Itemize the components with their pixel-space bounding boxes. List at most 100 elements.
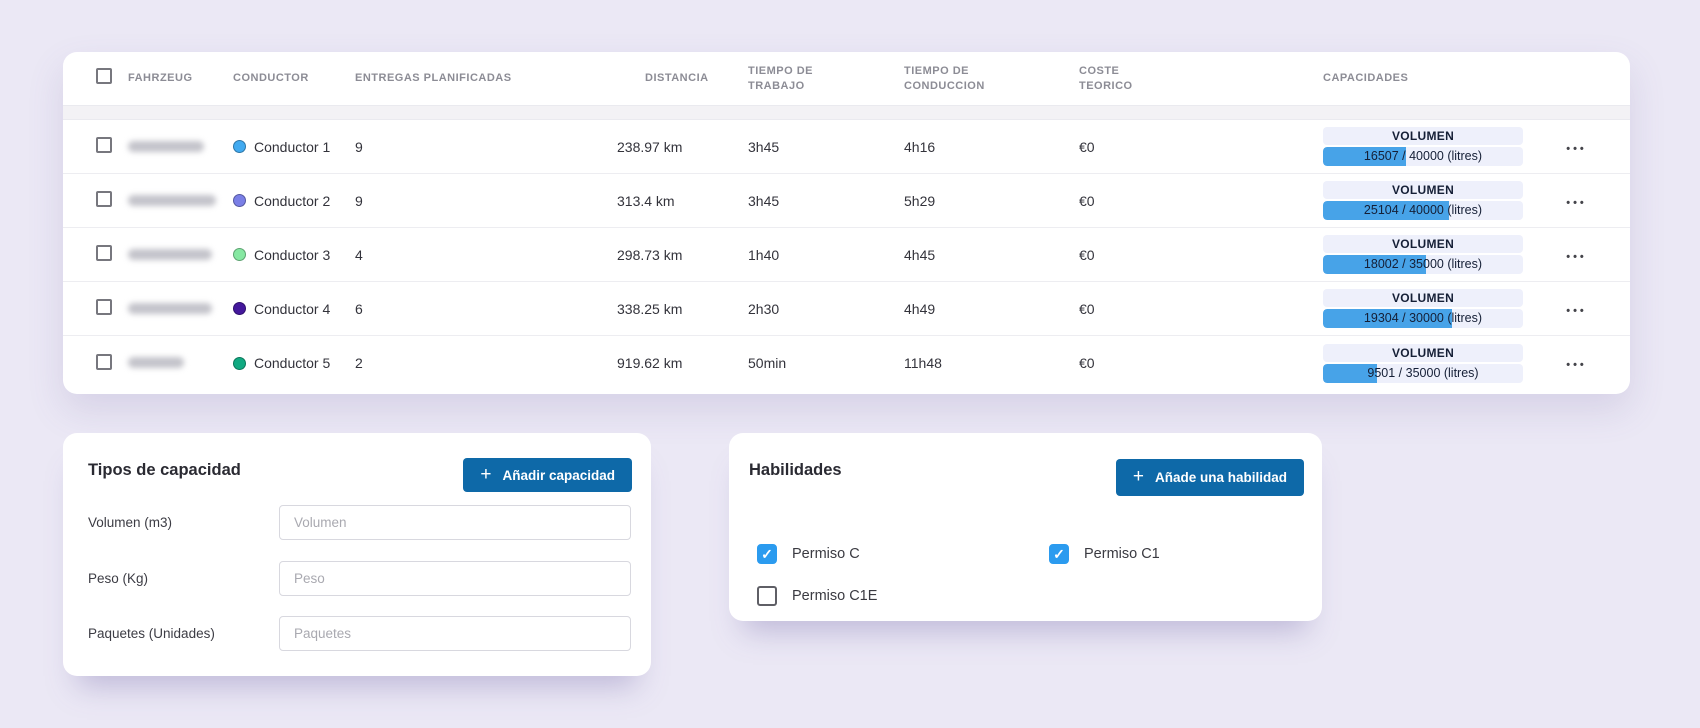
capacity-type-label: VOLUMEN bbox=[1323, 343, 1523, 362]
capacity-type-label: VOLUMEN bbox=[1323, 235, 1523, 253]
conductor-color-dot bbox=[233, 302, 246, 315]
capacity-widget: VOLUMEN 18002 / 35000 (litres) bbox=[1323, 235, 1523, 274]
conductor-name: Conductor 4 bbox=[254, 300, 331, 317]
vehicle-plate-redacted bbox=[128, 248, 212, 260]
column-header-entregas: ENTREGAS PLANIFICADAS bbox=[355, 72, 512, 85]
conductor-color-dot bbox=[233, 356, 246, 370]
capacity-progress-bar: 9501 / 35000 (litres) bbox=[1323, 363, 1523, 383]
capacity-widget: VOLUMEN 16507 / 40000 (litres) bbox=[1323, 127, 1523, 166]
conductor-name: Conductor 2 bbox=[254, 192, 331, 209]
plus-icon: + bbox=[1132, 466, 1144, 487]
weight-field-label: Peso (Kg) bbox=[88, 571, 149, 586]
row-checkbox[interactable] bbox=[96, 191, 112, 207]
skills-panel-title: Habilidades bbox=[749, 461, 842, 479]
conductor-color-dot bbox=[233, 248, 246, 261]
table-row: Conductor 3 4 298.73 km 1h40 4h45 €0 VOL… bbox=[63, 228, 1630, 282]
capacity-progress-bar: 25104 / 40000 (litres) bbox=[1323, 201, 1523, 220]
column-header-fahrzeug: FAHRZEUG bbox=[128, 72, 193, 85]
capacity-progress-bar: 19304 / 30000 (litres) bbox=[1323, 309, 1523, 328]
capacity-panel-title: Tipos de capacidad bbox=[88, 461, 241, 479]
table-group-strip bbox=[63, 105, 1630, 120]
capacity-progress-fill bbox=[1323, 309, 1452, 328]
vehicle-plate-redacted bbox=[128, 140, 204, 152]
vehicles-table-card: FAHRZEUG CONDUCTOR ENTREGAS PLANIFICADAS… bbox=[63, 52, 1630, 394]
add-capacity-button[interactable]: + Añadir capacidad bbox=[463, 458, 632, 492]
work-time-value: 3h45 bbox=[748, 138, 780, 155]
column-header-capacidades: CAPACIDADES bbox=[1323, 72, 1409, 85]
work-time-value: 3h45 bbox=[748, 192, 780, 209]
row-checkbox[interactable] bbox=[96, 353, 112, 370]
capacity-progress-text: 9501 / 35000 (litres) bbox=[1367, 365, 1479, 380]
skill-permiso-c[interactable]: ✓ Permiso C bbox=[757, 543, 860, 565]
volume-input[interactable] bbox=[279, 505, 631, 540]
capacity-progress-text: 16507 / 40000 (litres) bbox=[1363, 149, 1483, 163]
capacity-type-label: VOLUMEN bbox=[1323, 289, 1523, 307]
permiso-c1e-label: Permiso C1E bbox=[792, 588, 878, 604]
table-header-row: FAHRZEUG CONDUCTOR ENTREGAS PLANIFICADAS… bbox=[63, 52, 1630, 105]
capacity-widget: VOLUMEN 19304 / 30000 (litres) bbox=[1323, 289, 1523, 328]
driving-time-value: 4h45 bbox=[904, 246, 936, 263]
permiso-c-label: Permiso C bbox=[792, 546, 860, 562]
planned-deliveries-value: 9 bbox=[355, 192, 363, 209]
row-checkbox[interactable] bbox=[96, 137, 112, 153]
row-menu-button[interactable]: ••• bbox=[1566, 196, 1587, 209]
select-all-checkbox[interactable] bbox=[96, 68, 112, 85]
conductor-name: Conductor 1 bbox=[254, 138, 331, 155]
conductor-color-dot bbox=[233, 194, 246, 207]
theoretical-cost-value: €0 bbox=[1079, 246, 1095, 263]
skill-permiso-c1[interactable]: ✓ Permiso C1 bbox=[1049, 543, 1160, 565]
row-checkbox[interactable] bbox=[96, 245, 112, 261]
weight-input[interactable] bbox=[279, 561, 631, 596]
theoretical-cost-value: €0 bbox=[1079, 192, 1095, 209]
conductor-color-dot bbox=[233, 140, 246, 153]
work-time-value: 50min bbox=[748, 355, 787, 371]
capacity-progress-fill bbox=[1323, 201, 1449, 220]
table-row: Conductor 4 6 338.25 km 2h30 4h49 €0 VOL… bbox=[63, 282, 1630, 336]
theoretical-cost-value: €0 bbox=[1079, 138, 1095, 155]
capacity-widget: VOLUMEN 9501 / 35000 (litres) bbox=[1323, 343, 1523, 383]
capacity-progress-text: 18002 / 35000 (litres) bbox=[1363, 257, 1483, 271]
skill-permiso-c1e[interactable]: Permiso C1E bbox=[757, 585, 877, 607]
distance-value: 313.4 km bbox=[617, 192, 675, 209]
distance-value: 238.97 km bbox=[617, 138, 683, 155]
volume-field-label: Volumen (m3) bbox=[88, 515, 173, 530]
distance-value: 338.25 km bbox=[617, 300, 683, 317]
planned-deliveries-value: 6 bbox=[355, 300, 363, 317]
row-menu-button[interactable]: ••• bbox=[1566, 142, 1587, 155]
row-menu-button[interactable]: ••• bbox=[1566, 250, 1587, 263]
vehicle-plate-redacted bbox=[128, 302, 212, 314]
table-body: Conductor 1 9 238.97 km 3h45 4h16 €0 VOL… bbox=[63, 120, 1630, 390]
permiso-c1e-checkbox[interactable] bbox=[757, 586, 777, 606]
plus-icon: + bbox=[480, 463, 492, 485]
table-row: Conductor 1 9 238.97 km 3h45 4h16 €0 VOL… bbox=[63, 120, 1630, 174]
table-row: Conductor 5 2 919.62 km 50min 11h48 €0 V… bbox=[63, 336, 1630, 390]
work-time-value: 1h40 bbox=[748, 246, 780, 263]
vehicle-plate-redacted bbox=[128, 194, 216, 206]
column-header-tiempo-trabajo: TIEMPO DE TRABAJO bbox=[748, 65, 814, 92]
vehicle-plate-redacted bbox=[128, 357, 184, 368]
row-menu-button[interactable]: ••• bbox=[1566, 359, 1587, 371]
capacity-progress-fill bbox=[1323, 363, 1378, 383]
table-row: Conductor 2 9 313.4 km 3h45 5h29 €0 VOLU… bbox=[63, 174, 1630, 228]
weight-field-row: Peso (Kg) bbox=[88, 561, 631, 596]
planned-deliveries-value: 4 bbox=[355, 246, 363, 263]
capacity-type-label: VOLUMEN bbox=[1323, 181, 1523, 199]
column-header-tiempo-conduccion: TIEMPO DE CONDUCCION bbox=[904, 65, 985, 92]
distance-value: 919.62 km bbox=[617, 355, 683, 371]
driving-time-value: 11h48 bbox=[904, 355, 942, 371]
add-skill-button[interactable]: + Añade una habilidad bbox=[1115, 459, 1304, 496]
theoretical-cost-value: €0 bbox=[1079, 355, 1095, 371]
permiso-c1-checkbox[interactable]: ✓ bbox=[1049, 544, 1069, 564]
row-checkbox[interactable] bbox=[96, 299, 112, 315]
capacity-progress-bar: 18002 / 35000 (litres) bbox=[1323, 255, 1523, 274]
column-header-coste-teorico: COSTE TEORICO bbox=[1079, 65, 1133, 92]
packages-input[interactable] bbox=[279, 616, 631, 651]
driving-time-value: 5h29 bbox=[904, 192, 936, 209]
permiso-c-checkbox[interactable]: ✓ bbox=[757, 544, 777, 564]
planned-deliveries-value: 2 bbox=[355, 355, 363, 371]
work-time-value: 2h30 bbox=[748, 300, 780, 317]
row-menu-button[interactable]: ••• bbox=[1566, 304, 1587, 317]
driving-time-value: 4h16 bbox=[904, 138, 936, 155]
capacity-types-panel: Tipos de capacidad + Añadir capacidad Vo… bbox=[63, 433, 651, 676]
distance-value: 298.73 km bbox=[617, 246, 683, 263]
